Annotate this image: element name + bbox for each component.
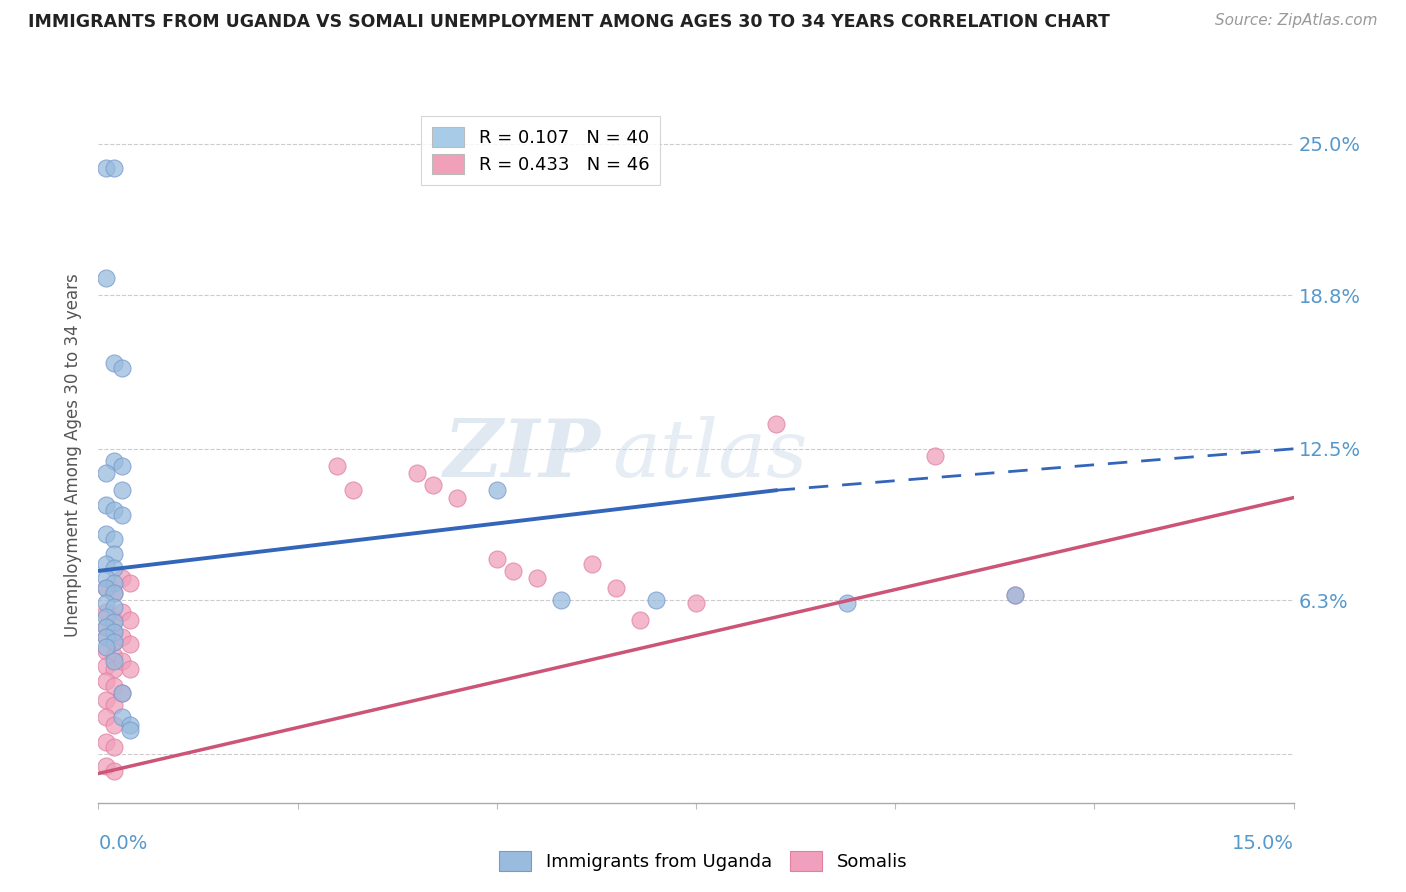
Text: 15.0%: 15.0% (1232, 834, 1294, 853)
Text: 0.0%: 0.0% (98, 834, 148, 853)
Text: Source: ZipAtlas.com: Source: ZipAtlas.com (1215, 13, 1378, 29)
Point (96, 640, 118, 654)
Point (103, 717, 125, 731)
Point (342, 483, 364, 498)
Point (103, 634, 125, 648)
Point (96, 644, 118, 658)
Point (446, 491, 468, 505)
Point (326, 458, 349, 473)
Point (111, 606, 134, 620)
Point (120, 613, 142, 627)
Text: atlas: atlas (613, 417, 807, 493)
Point (103, 654, 125, 668)
Point (111, 686, 134, 700)
Legend: R = 0.107   N = 40, R = 0.433   N = 46: R = 0.107 N = 40, R = 0.433 N = 46 (420, 116, 661, 185)
Point (96, 581, 118, 595)
Point (96, 759, 118, 773)
Point (550, 593, 572, 607)
Point (96, 467, 118, 481)
Point (103, 356, 125, 370)
Point (485, 551, 508, 566)
Point (111, 458, 134, 473)
Point (103, 764, 125, 778)
Point (422, 478, 444, 492)
Point (96, 557, 118, 571)
Point (96, 610, 118, 624)
Point (103, 615, 125, 629)
Point (581, 557, 603, 571)
Text: IMMIGRANTS FROM UGANDA VS SOMALI UNEMPLOYMENT AMONG AGES 30 TO 34 YEARS CORRELAT: IMMIGRANTS FROM UGANDA VS SOMALI UNEMPLO… (28, 13, 1109, 31)
Point (765, 417, 787, 432)
Point (103, 454, 125, 468)
Point (1004, 588, 1026, 602)
Point (628, 613, 651, 627)
Point (96, 527, 118, 541)
Point (96, 630, 118, 644)
Legend: Immigrants from Uganda, Somalis: Immigrants from Uganda, Somalis (492, 844, 914, 879)
Point (605, 581, 627, 595)
Point (1004, 588, 1026, 602)
Text: ZIP: ZIP (443, 417, 600, 493)
Point (103, 624, 125, 639)
Point (96, 630, 118, 644)
Point (96, 596, 118, 610)
Point (120, 723, 142, 737)
Point (111, 508, 134, 522)
Point (103, 161, 125, 175)
Point (103, 503, 125, 517)
Point (103, 586, 125, 600)
Point (103, 547, 125, 561)
Point (103, 532, 125, 546)
Point (96, 620, 118, 634)
Point (111, 483, 134, 498)
Point (103, 613, 125, 627)
Y-axis label: Unemployment Among Ages 30 to 34 years: Unemployment Among Ages 30 to 34 years (65, 273, 83, 637)
Point (103, 739, 125, 754)
Point (96, 673, 118, 688)
Point (96, 581, 118, 595)
Point (103, 679, 125, 693)
Point (96, 693, 118, 707)
Point (120, 717, 142, 731)
Point (103, 561, 125, 575)
Point (120, 576, 142, 591)
Point (96, 498, 118, 512)
Point (111, 630, 134, 644)
Point (96, 710, 118, 724)
Point (837, 596, 859, 610)
Point (526, 571, 548, 585)
Point (111, 686, 134, 700)
Point (103, 661, 125, 675)
Point (96, 606, 118, 620)
Point (103, 600, 125, 615)
Point (96, 161, 118, 175)
Point (103, 649, 125, 664)
Point (502, 564, 524, 578)
Point (103, 698, 125, 713)
Point (120, 637, 142, 651)
Point (120, 661, 142, 675)
Point (645, 593, 668, 607)
Point (111, 654, 134, 668)
Point (103, 624, 125, 639)
Point (96, 571, 118, 585)
Point (406, 467, 429, 481)
Point (96, 659, 118, 673)
Point (111, 710, 134, 724)
Point (103, 634, 125, 648)
Point (111, 361, 134, 376)
Point (96, 620, 118, 634)
Point (924, 449, 946, 463)
Point (103, 586, 125, 600)
Point (111, 571, 134, 585)
Point (485, 483, 508, 498)
Point (96, 271, 118, 285)
Point (103, 576, 125, 591)
Point (685, 596, 707, 610)
Point (96, 735, 118, 749)
